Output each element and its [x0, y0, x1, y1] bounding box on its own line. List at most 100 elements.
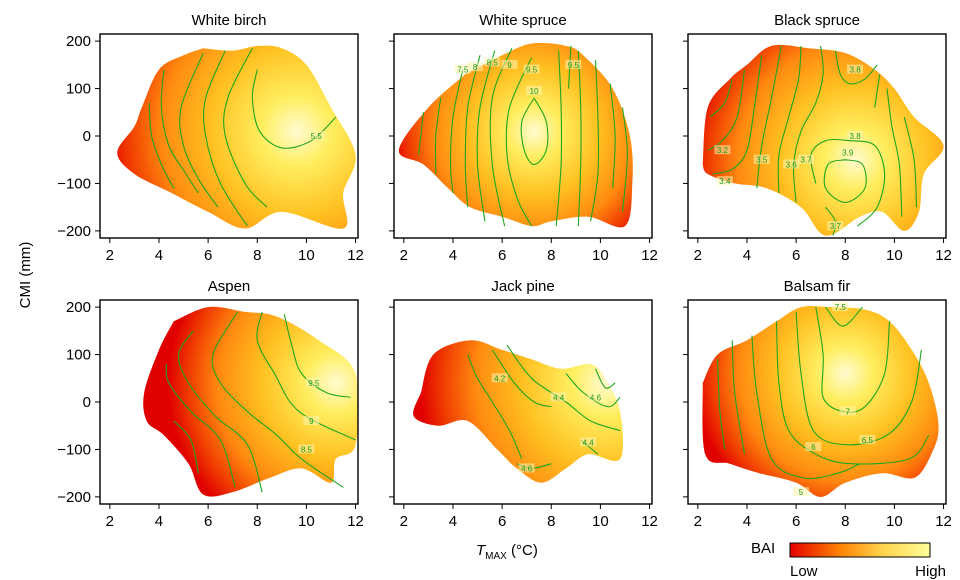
x-tick-label: 6: [204, 513, 212, 530]
contour-label: 4.4: [583, 438, 595, 447]
contour-label: 7: [845, 407, 850, 416]
contour-line: [179, 52, 219, 208]
panel-title: White birch: [191, 12, 266, 29]
x-tick-label: 12: [347, 513, 364, 530]
x-tick-label: 8: [253, 513, 261, 530]
contour-label: 6.5: [862, 436, 874, 445]
colorbar-title: BAI: [751, 540, 775, 557]
contour-label: 4.6: [590, 393, 602, 402]
panel-white-birch: 5.5 White birch 2 4 6 8 10 12 200 100 0 −100 −200: [57, 12, 364, 264]
contour-line: [595, 368, 616, 389]
contour-line: [467, 354, 523, 460]
svg-text:TMAX (°C): TMAX (°C): [476, 542, 538, 562]
panel-title: Balsam fir: [784, 278, 851, 295]
x-tick-label: 4: [155, 247, 163, 264]
contour-line: [165, 363, 236, 488]
contour-label: 5: [799, 488, 804, 497]
contour-line: [418, 112, 425, 156]
x-tick-label: 2: [106, 513, 114, 530]
x-tick-label: 8: [841, 247, 849, 264]
x-tick-label: 8: [841, 513, 849, 530]
bai-field: [143, 306, 358, 497]
panel-title: Jack pine: [491, 278, 554, 295]
contour-label: 10: [530, 87, 539, 96]
contour-label: 9.5: [308, 379, 320, 388]
contour-line: [464, 55, 481, 208]
contour-label-bg: [580, 437, 597, 447]
panel-title: White spruce: [479, 12, 567, 29]
x-axis: 2 4 6 8 10 12: [106, 504, 364, 530]
contour-label-bg: [491, 373, 508, 383]
contour-line: [903, 116, 918, 208]
x-tick-label: 4: [449, 513, 457, 530]
x-axis-label-var: T: [476, 542, 487, 559]
x-tick-label: 10: [298, 513, 315, 530]
contour-line: [434, 97, 442, 175]
contour-label-bg: [797, 154, 814, 164]
x-tick-label: 10: [298, 247, 315, 264]
y-tick-label: 200: [66, 33, 91, 50]
contour-line: [810, 138, 886, 227]
x-tick-label: 12: [347, 247, 364, 264]
y-axis-label: CMI (mm): [17, 242, 34, 309]
contour-line: [731, 340, 746, 455]
y-tick-label: 100: [66, 347, 91, 364]
contour-label: 4.4: [553, 393, 565, 402]
x-axis-label-unit: (°C): [507, 542, 538, 559]
contour-line: [449, 69, 464, 193]
contour-line: [707, 69, 746, 151]
x-tick-label: 2: [694, 247, 702, 264]
y-tick-label: 100: [66, 81, 91, 98]
y-axis: [683, 40, 688, 232]
contour-line: [874, 74, 881, 108]
x-tick-label: 6: [792, 513, 800, 530]
contour-label: 3.6: [786, 160, 798, 169]
y-tick-label: −100: [57, 441, 91, 458]
contour-line: [476, 50, 496, 222]
panel-jack-pine: 4.2 4.4 4.4 4.6 4.6 Jack pine 2 4 6 8 10 12: [389, 278, 658, 530]
x-tick-label: 2: [400, 247, 408, 264]
contour-line: [751, 335, 861, 480]
contour-line: [520, 97, 549, 166]
panel-balsam-fir: 7.5 7 6.5 6 5 Balsam fir 2 4 6 8 10 12: [683, 278, 952, 530]
contour-label: 3.2: [717, 146, 729, 155]
x-axis-label: TMAX (°C): [476, 542, 538, 562]
contour-label: 8.5: [301, 445, 313, 454]
contour-label-bg: [832, 302, 849, 312]
contour-label-bg: [484, 57, 501, 67]
x-axis: 2 4 6 8 10 12: [694, 238, 952, 264]
contour-label: 5.5: [311, 132, 323, 141]
contour-label-bg: [526, 85, 543, 95]
contour-label-bg: [467, 62, 484, 72]
x-tick-label: 2: [400, 513, 408, 530]
contour-label-bg: [714, 145, 731, 155]
y-axis: [389, 306, 394, 498]
contour-line: [777, 45, 802, 193]
x-tick-label: 10: [886, 513, 903, 530]
x-axis-label-sub: MAX: [485, 551, 507, 562]
contour-label-bg: [847, 131, 864, 140]
contour-line: [202, 50, 248, 227]
contour-label: 9.5: [526, 66, 538, 75]
x-tick-label: 8: [547, 513, 555, 530]
contour-line: [505, 57, 533, 227]
contour-line: [825, 306, 863, 327]
contour-line: [590, 60, 600, 222]
colorbar: [789, 542, 931, 558]
contour-label-bg: [298, 444, 315, 454]
contour-line: [712, 55, 763, 175]
contour-line: [886, 88, 903, 217]
contour-line: [775, 321, 930, 465]
bai-field: [117, 45, 356, 229]
contour-label-bg: [839, 406, 856, 416]
y-tick-label: 0: [83, 128, 91, 145]
contour-label: 9.5: [568, 61, 580, 70]
contour-label-bg: [827, 221, 844, 231]
panel-title: Aspen: [208, 278, 251, 295]
contour-line: [223, 47, 268, 208]
contour-line: [565, 373, 621, 408]
contour-label-bg: [305, 378, 322, 388]
contour-line: [609, 83, 616, 189]
